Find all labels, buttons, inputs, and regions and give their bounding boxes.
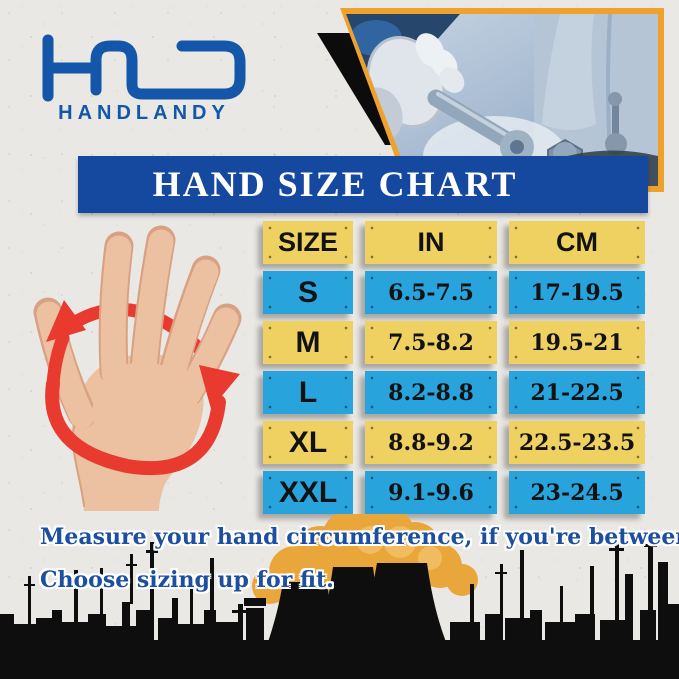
cm-cell-m: 19.5-21 — [509, 321, 645, 364]
column-header-size: SIZE — [263, 221, 353, 264]
column-header-cm: CM — [509, 221, 645, 264]
in-cell-l: 8.2-8.8 — [365, 371, 497, 414]
size-cell-xxl: XXL — [263, 471, 353, 514]
cm-cell-xxl: 23-24.5 — [509, 471, 645, 514]
in-cell-s: 6.5-7.5 — [365, 271, 497, 314]
ring-finger — [159, 259, 219, 391]
cm-cell-l: 21-22.5 — [509, 371, 645, 414]
footnote-line-2: Choose sizing up for fit. — [40, 567, 334, 593]
column-header-in: IN — [365, 221, 497, 264]
size-cell-m: M — [263, 321, 353, 364]
in-cell-m: 7.5-8.2 — [365, 321, 497, 364]
wrench-shape — [427, 89, 519, 151]
size-cell-s: S — [263, 271, 353, 314]
page-title: HAND SIZE CHART — [152, 164, 518, 204]
in-cell-xxl: 9.1-9.6 — [365, 471, 497, 514]
rotation-arrow-icon — [45, 300, 240, 476]
factory-skyline — [0, 514, 679, 679]
cooling-tower-3 — [363, 563, 446, 642]
footnote-line-1: Measure your hand circumference, if you'… — [40, 524, 679, 550]
thumb — [36, 301, 95, 429]
size-cell-xl: XL — [263, 421, 353, 464]
brand-wordmark: HANDLANDY — [58, 102, 230, 124]
title-banner: HAND SIZE CHART — [78, 156, 648, 213]
index-finger — [100, 235, 132, 386]
size-chart-table: SIZE IN CM S 6.5-7.5 17-19.5 M 7.5-8.2 1… — [263, 221, 645, 514]
brand-logo-icon — [42, 34, 246, 102]
cm-cell-s: 17-19.5 — [509, 271, 645, 314]
in-cell-xl: 8.8-9.2 — [365, 421, 497, 464]
size-cell-l: L — [263, 371, 353, 414]
hand-measure-illustration — [33, 225, 242, 511]
cm-cell-xl: 22.5-23.5 — [509, 421, 645, 464]
middle-finger — [131, 229, 174, 383]
